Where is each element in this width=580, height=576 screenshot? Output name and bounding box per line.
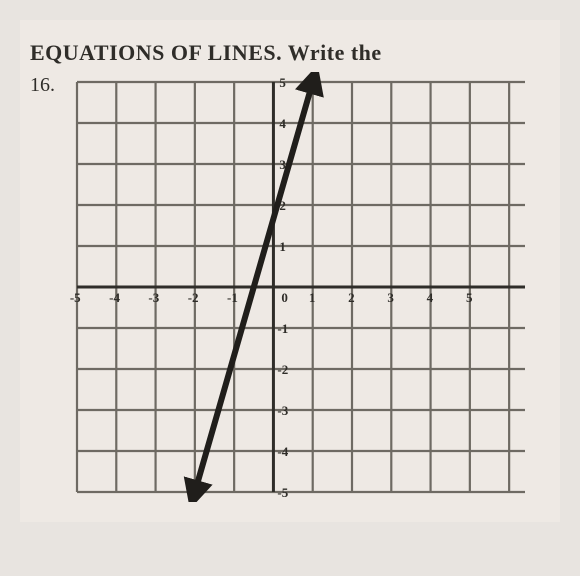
svg-text:5: 5 bbox=[279, 75, 286, 90]
svg-text:-1: -1 bbox=[227, 290, 238, 305]
svg-text:0: 0 bbox=[281, 290, 288, 305]
svg-text:-5: -5 bbox=[70, 290, 81, 305]
svg-text:1: 1 bbox=[279, 239, 286, 254]
svg-text:5: 5 bbox=[466, 290, 473, 305]
coordinate-chart: -5-4-3-2-101234554321-1-2-3-4-5 bbox=[67, 72, 527, 502]
svg-text:2: 2 bbox=[348, 290, 355, 305]
svg-text:-1: -1 bbox=[277, 321, 288, 336]
svg-text:1: 1 bbox=[309, 290, 316, 305]
svg-text:-3: -3 bbox=[277, 403, 288, 418]
worksheet-page: EQUATIONS OF LINES. Write the 16. -5 -4 -3… bbox=[20, 20, 560, 522]
svg-text:-4: -4 bbox=[109, 290, 120, 305]
problem-number: 16. bbox=[30, 72, 55, 97]
section-heading: EQUATIONS OF LINES. Write the bbox=[30, 40, 550, 66]
svg-text:-4: -4 bbox=[277, 444, 288, 459]
svg-text:4: 4 bbox=[279, 116, 286, 131]
problem-row: 16. -5-4-3-2-101234554321-1-2-3-4-5 bbox=[30, 72, 550, 502]
svg-text:-2: -2 bbox=[277, 362, 288, 377]
grid-svg: -5-4-3-2-101234554321-1-2-3-4-5 bbox=[67, 72, 527, 502]
svg-text:4: 4 bbox=[427, 290, 434, 305]
svg-text:-2: -2 bbox=[188, 290, 199, 305]
svg-text:-3: -3 bbox=[148, 290, 159, 305]
svg-text:-5: -5 bbox=[277, 485, 288, 500]
svg-text:3: 3 bbox=[387, 290, 394, 305]
